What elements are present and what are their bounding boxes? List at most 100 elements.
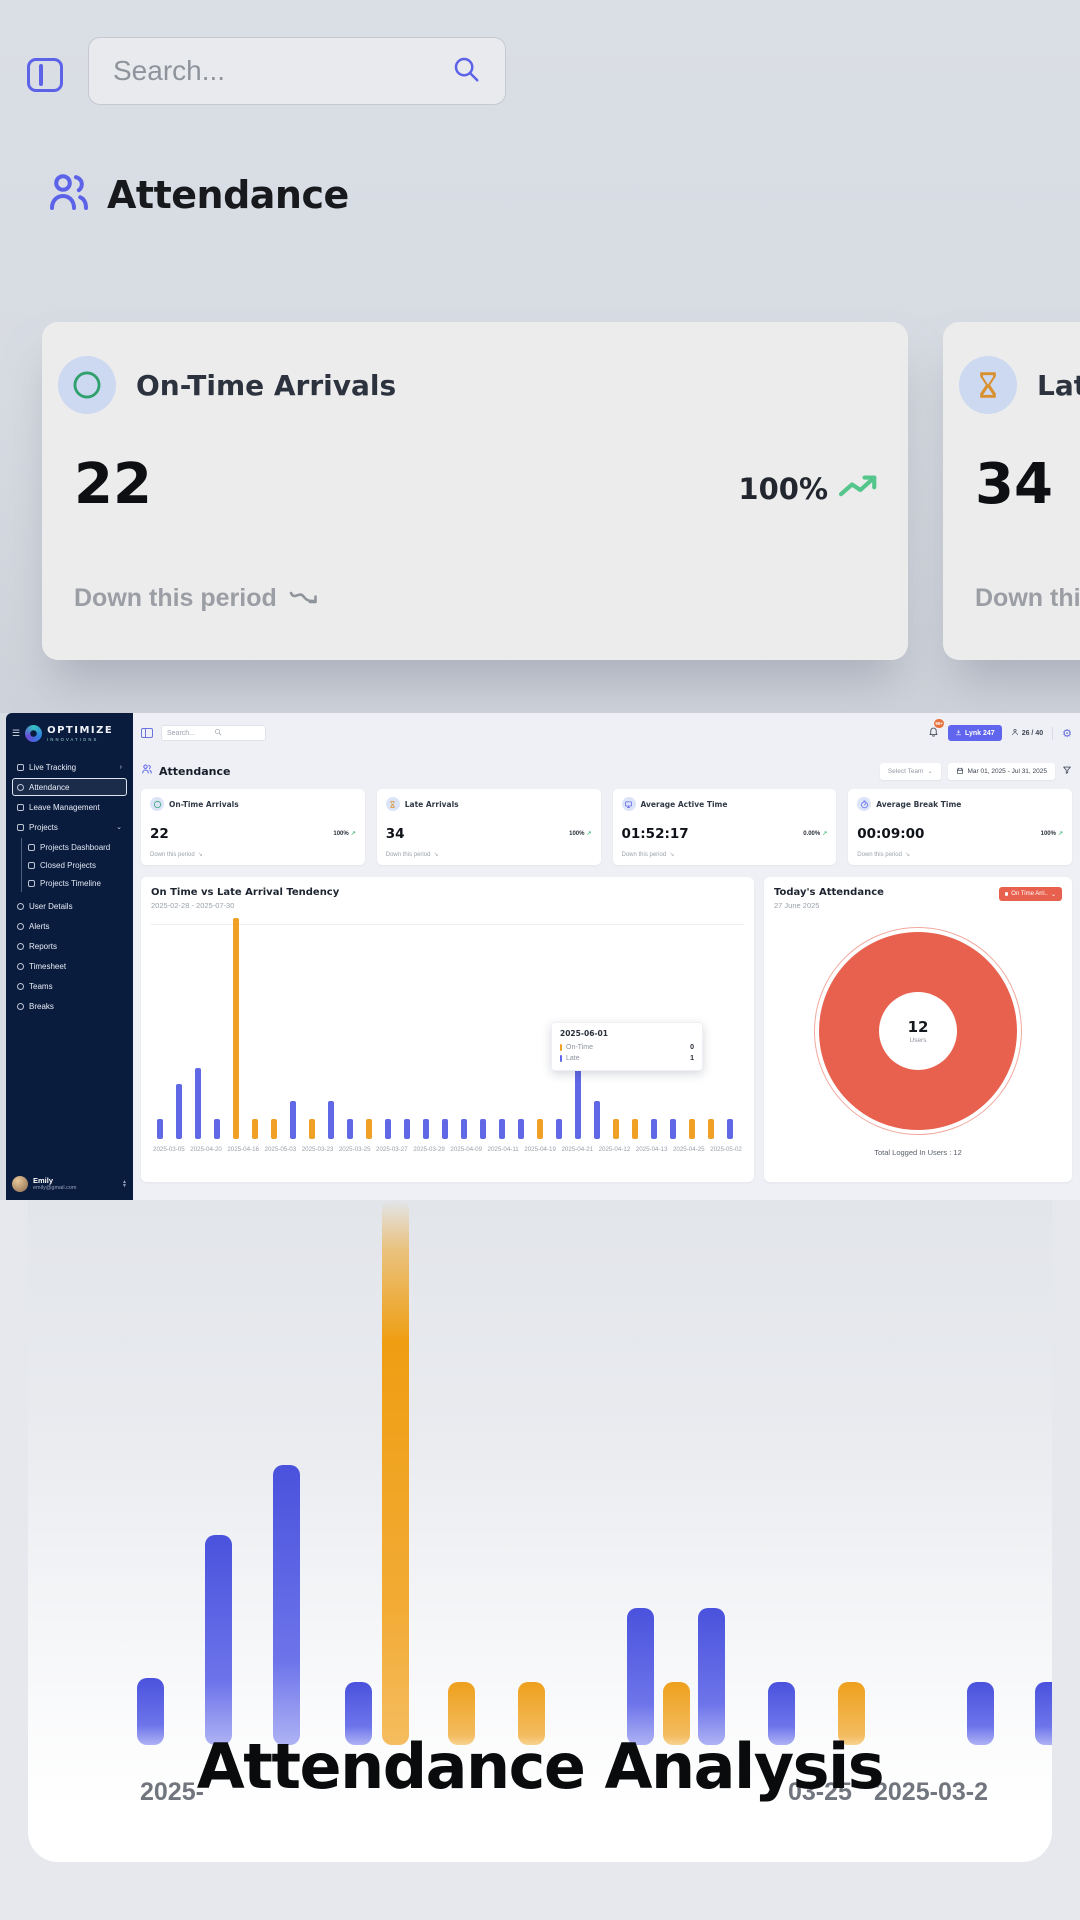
sidebar-item-timesheet[interactable]: Timesheet xyxy=(12,957,127,975)
chart-bar-late[interactable] xyxy=(442,1119,448,1139)
chevron-up-down-icon[interactable]: ▲ ▼ xyxy=(122,1178,127,1189)
chart-bar-late[interactable] xyxy=(670,1119,676,1139)
sidebar-subitem-closed-projects[interactable]: Closed Projects xyxy=(28,856,127,874)
sidebar-item-icon xyxy=(17,1002,24,1010)
collapse-sidebar-icon[interactable] xyxy=(141,728,153,738)
sidebar-item-reports[interactable]: Reports xyxy=(12,937,127,955)
chart-bar-late[interactable] xyxy=(290,1101,296,1139)
user-email: emily@gmail.com xyxy=(33,1184,77,1191)
sidebar-item-icon xyxy=(17,982,24,990)
search-input[interactable]: Search... xyxy=(88,37,506,105)
sidebar-item-live-tracking[interactable]: Live Tracking › xyxy=(12,758,127,776)
chart-bar-on-time[interactable] xyxy=(252,1119,258,1139)
monitor-icon xyxy=(621,797,636,811)
stat-value: 01:52:17 xyxy=(621,826,689,842)
chart-bar-on-time[interactable] xyxy=(632,1119,638,1139)
menu-icon[interactable]: ☰ xyxy=(12,727,21,738)
chart-bar-on-time[interactable] xyxy=(689,1119,695,1139)
chart-bar-late[interactable] xyxy=(176,1083,182,1139)
sidebar-item-leave-management[interactable]: Leave Management xyxy=(12,798,127,816)
sidebar-item-attendance[interactable]: Attendance xyxy=(12,778,127,796)
chart-bar-late[interactable] xyxy=(347,1119,353,1139)
overlay-title: Attendance Analysis xyxy=(196,1730,885,1803)
stat-footer: Down this period ↘ xyxy=(621,851,675,859)
dashboard-search-input[interactable]: Search... xyxy=(161,725,266,741)
search-icon[interactable] xyxy=(451,54,481,89)
chart-bar-on-time[interactable] xyxy=(309,1119,315,1139)
chart-bar-late[interactable] xyxy=(385,1119,391,1139)
x-axis-label-fragment: 2025-03-2 xyxy=(874,1778,988,1806)
tooltip-row: Late 1 xyxy=(560,1053,694,1064)
chart-bar-late[interactable] xyxy=(556,1119,562,1139)
donut-chart-title: Today's Attendance xyxy=(774,887,884,898)
chart-bar-late[interactable] xyxy=(423,1119,429,1139)
dashboard-search-placeholder: Search... xyxy=(167,729,196,737)
date-range-picker[interactable]: Mar 01, 2025 - Jul 31, 2025 xyxy=(947,762,1055,780)
hero-card-footer: Down this period xyxy=(975,584,1080,612)
x-axis-labels: 2025-03-05 2025-04-20 2025-04-16 2025-05-03… xyxy=(153,1146,742,1153)
chart-bar-on-time[interactable] xyxy=(366,1119,372,1139)
sidebar-user[interactable]: Emily emily@gmail.com ▲ ▼ xyxy=(12,1176,127,1192)
charts-row: On Time vs Late Arrival Tendency 2025-02… xyxy=(141,877,1072,1182)
sidebar-item-teams[interactable]: Teams xyxy=(12,977,127,995)
settings-gear-icon[interactable]: ⚙ xyxy=(1062,726,1072,740)
chart-bar-late[interactable] xyxy=(214,1119,220,1139)
sidebar-item-icon xyxy=(17,803,24,811)
sidebar: ☰ OPTIMIZE INNOVATIONS Live Tracking › At… xyxy=(6,713,133,1200)
attendance-users-icon xyxy=(141,762,153,780)
hero-stat-card: Late Arrivals 34 Down this period xyxy=(943,322,1080,660)
lynk-button[interactable]: Lynk 247 xyxy=(948,725,1002,741)
chart-bar-late[interactable] xyxy=(518,1119,524,1139)
sidebar-subitem-projects-timeline[interactable]: Projects Timeline xyxy=(28,874,127,892)
donut-legend-dropdown[interactable]: On Time Arri.. ⌄ xyxy=(998,887,1062,901)
chart-bar-late[interactable] xyxy=(480,1119,486,1139)
chart-bar-late[interactable] xyxy=(461,1119,467,1139)
hero-section: Search... Attendance On-Time Arrivals 22… xyxy=(0,0,1080,713)
chart-bar-late[interactable] xyxy=(195,1068,201,1139)
chart-bar-late[interactable] xyxy=(575,1068,581,1139)
zoomed-chart-bar-late xyxy=(273,1465,300,1745)
chart-bar-on-time[interactable] xyxy=(271,1119,277,1139)
sidebar-toggle-icon[interactable] xyxy=(27,58,63,92)
avatar xyxy=(12,1176,28,1192)
chart-bar-on-time[interactable] xyxy=(233,918,239,1139)
x-tick-label: 2025-05-03 xyxy=(264,1146,297,1153)
zoomed-chart-bar-on-time xyxy=(838,1682,865,1745)
x-tick-label: 2025-05-02 xyxy=(710,1146,742,1153)
hero-card-footer: Down this period xyxy=(74,584,319,613)
filter-funnel-icon[interactable] xyxy=(1062,762,1072,780)
stat-value: 34 xyxy=(385,826,405,842)
chart-bar-late[interactable] xyxy=(651,1119,657,1139)
chart-bar-late[interactable] xyxy=(157,1119,163,1139)
stat-card: Late Arrivals 34 100% ↗ Down this period ↘ xyxy=(376,789,601,865)
sidebar-item-icon xyxy=(28,879,35,887)
sidebar-subitem-projects-dashboard[interactable]: Projects Dashboard xyxy=(28,838,127,856)
stat-percent: 0.00% ↗ xyxy=(803,830,828,838)
x-tick-label: 2025-03-05 xyxy=(153,1146,185,1153)
zoomed-chart-bar-on-time xyxy=(448,1682,475,1745)
sidebar-item-alerts[interactable]: Alerts xyxy=(12,917,127,935)
chart-bar-late[interactable] xyxy=(594,1101,600,1139)
zoomed-chart-bar-late xyxy=(768,1682,795,1745)
chart-bar-late[interactable] xyxy=(328,1101,334,1139)
hero-card-title: Late Arrivals xyxy=(1037,368,1080,402)
sidebar-item-projects[interactable]: Projects ⌄ xyxy=(12,818,127,836)
chart-bar-on-time[interactable] xyxy=(613,1119,619,1139)
sidebar-item-user-details[interactable]: User Details xyxy=(12,897,127,915)
ring-icon xyxy=(58,356,116,414)
sidebar-item-icon xyxy=(28,843,35,851)
chart-bar-late[interactable] xyxy=(404,1119,410,1139)
sidebar-item-breaks[interactable]: Breaks xyxy=(12,997,127,1015)
donut-footer-text: Total Logged In Users : 12 xyxy=(874,1148,962,1157)
chart-bar-late[interactable] xyxy=(727,1119,733,1139)
zoomed-chart-bar-late xyxy=(205,1535,232,1745)
chart-bar-on-time[interactable] xyxy=(537,1119,543,1139)
dashboard-topbar: Search... 99+ Lynk 247 26 / 40 xyxy=(141,713,1072,753)
calendar-icon xyxy=(956,762,964,780)
chart-bar-late[interactable] xyxy=(499,1119,505,1139)
notifications-bell-icon[interactable]: 99+ xyxy=(928,719,944,742)
chart-bar-on-time[interactable] xyxy=(708,1119,714,1139)
x-tick-label: 2025-03-27 xyxy=(376,1146,408,1153)
team-select-dropdown[interactable]: Select Team ⌄ xyxy=(879,762,941,780)
